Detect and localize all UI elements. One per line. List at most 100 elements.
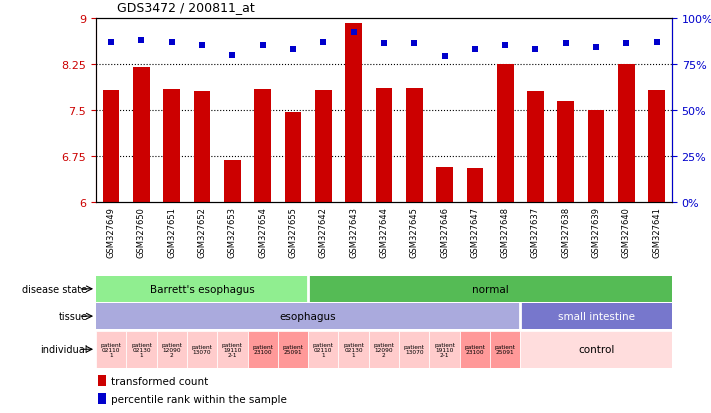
- Bar: [557, 102, 574, 203]
- Bar: [648, 91, 665, 203]
- Text: GSM327640: GSM327640: [622, 206, 631, 257]
- Point: [530, 47, 541, 53]
- Text: individual: individual: [40, 344, 87, 354]
- Bar: [278, 331, 308, 368]
- Text: GSM327652: GSM327652: [198, 206, 207, 257]
- Bar: [466, 169, 483, 203]
- Text: GSM327641: GSM327641: [652, 206, 661, 257]
- Bar: [399, 331, 429, 368]
- Text: GSM327642: GSM327642: [319, 206, 328, 257]
- Text: patient
19110
2-1: patient 19110 2-1: [434, 342, 455, 357]
- Bar: [247, 331, 278, 368]
- Bar: [618, 65, 635, 203]
- Bar: [308, 276, 687, 302]
- Point: [560, 41, 572, 47]
- Text: GSM327643: GSM327643: [349, 206, 358, 257]
- Point: [136, 38, 147, 44]
- Bar: [497, 65, 513, 203]
- Bar: [103, 91, 119, 203]
- Text: Barrett's esophagus: Barrett's esophagus: [150, 284, 255, 294]
- Text: patient
13070: patient 13070: [404, 344, 424, 354]
- Text: GSM327646: GSM327646: [440, 206, 449, 257]
- Text: GSM327650: GSM327650: [137, 206, 146, 257]
- Text: GSM327639: GSM327639: [592, 206, 601, 257]
- Bar: [429, 331, 460, 368]
- Bar: [588, 111, 604, 203]
- Text: GSM327655: GSM327655: [289, 206, 297, 257]
- Point: [378, 41, 390, 47]
- Bar: [133, 68, 150, 203]
- Bar: [520, 331, 687, 368]
- Bar: [127, 331, 156, 368]
- Text: patient
13070: patient 13070: [192, 344, 213, 354]
- Text: GSM327649: GSM327649: [107, 206, 116, 257]
- Point: [590, 45, 602, 51]
- Point: [439, 54, 450, 61]
- Text: disease state: disease state: [22, 284, 87, 294]
- Text: esophagus: esophagus: [280, 311, 336, 321]
- Point: [651, 39, 663, 46]
- Text: small intestine: small intestine: [557, 311, 635, 321]
- Text: patient
12090
2: patient 12090 2: [373, 342, 395, 357]
- Point: [105, 39, 117, 46]
- Text: patient
23100: patient 23100: [464, 344, 486, 354]
- Bar: [284, 112, 301, 203]
- Bar: [156, 331, 187, 368]
- Text: patient
23100: patient 23100: [252, 344, 273, 354]
- Text: GSM327654: GSM327654: [258, 206, 267, 257]
- Point: [500, 43, 511, 50]
- Text: patient
02110
1: patient 02110 1: [313, 342, 333, 357]
- Text: GSM327637: GSM327637: [531, 206, 540, 258]
- Bar: [520, 304, 687, 329]
- Text: GSM327645: GSM327645: [410, 206, 419, 257]
- Bar: [96, 276, 308, 302]
- Bar: [460, 331, 490, 368]
- Bar: [338, 331, 369, 368]
- Text: patient
25091: patient 25091: [495, 344, 515, 354]
- Bar: [255, 90, 271, 203]
- Text: patient
12090
2: patient 12090 2: [161, 342, 182, 357]
- Text: GSM327651: GSM327651: [167, 206, 176, 257]
- Text: control: control: [578, 344, 614, 354]
- Point: [469, 47, 481, 53]
- Bar: [346, 24, 362, 203]
- Text: patient
25091: patient 25091: [282, 344, 304, 354]
- Text: tissue: tissue: [58, 311, 87, 321]
- Text: normal: normal: [471, 284, 508, 294]
- Bar: [308, 331, 338, 368]
- Text: transformed count: transformed count: [111, 376, 208, 386]
- Text: GSM327638: GSM327638: [561, 206, 570, 258]
- Text: percentile rank within the sample: percentile rank within the sample: [111, 394, 287, 404]
- Bar: [527, 92, 544, 203]
- Bar: [96, 331, 127, 368]
- Bar: [164, 90, 180, 203]
- Text: GSM327644: GSM327644: [380, 206, 388, 257]
- Point: [196, 43, 208, 50]
- Text: GSM327653: GSM327653: [228, 206, 237, 257]
- Text: patient
02130
1: patient 02130 1: [343, 342, 364, 357]
- Point: [166, 39, 178, 46]
- Point: [409, 41, 420, 47]
- Text: GDS3472 / 200811_at: GDS3472 / 200811_at: [117, 1, 255, 14]
- Text: patient
02130
1: patient 02130 1: [131, 342, 152, 357]
- Text: GSM327647: GSM327647: [471, 206, 479, 257]
- Bar: [406, 89, 422, 203]
- Point: [621, 41, 632, 47]
- Point: [318, 39, 329, 46]
- Bar: [224, 161, 241, 203]
- Point: [227, 52, 238, 59]
- Text: patient
19110
2-1: patient 19110 2-1: [222, 342, 243, 357]
- Bar: [437, 168, 453, 203]
- Bar: [218, 331, 247, 368]
- Bar: [96, 304, 520, 329]
- Bar: [315, 91, 331, 203]
- Bar: [193, 92, 210, 203]
- Bar: [97, 393, 107, 404]
- Bar: [369, 331, 399, 368]
- Point: [287, 47, 299, 53]
- Point: [257, 43, 268, 50]
- Point: [348, 30, 359, 37]
- Bar: [97, 375, 107, 386]
- Text: GSM327648: GSM327648: [501, 206, 510, 257]
- Bar: [187, 331, 218, 368]
